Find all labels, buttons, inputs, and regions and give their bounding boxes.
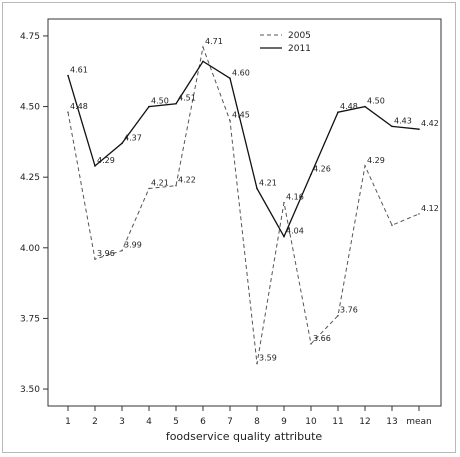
y-axis: 3.50 3.75 4.00 4.25 4.50 4.75 (20, 32, 48, 395)
data-point-2005 (229, 119, 231, 122)
data-label-2011: 4.50 (367, 97, 385, 106)
y-tick-label: 4.25 (20, 173, 40, 183)
data-point-2011 (94, 165, 96, 167)
y-tick-label: 4.75 (20, 32, 40, 42)
data-point-2011 (67, 74, 69, 77)
x-tick-label: 11 (332, 417, 343, 427)
data-point-2011 (364, 105, 366, 108)
data-point-2011 (391, 125, 393, 128)
data-point-2005 (121, 249, 123, 252)
data-point-2005 (94, 258, 96, 260)
data-label-2005: 4.22 (178, 176, 196, 185)
x-tick-label: 3 (119, 417, 125, 427)
data-label-2005: 4.45 (232, 111, 250, 120)
data-label-2005: 4.29 (367, 156, 385, 165)
data-point-2005 (283, 201, 285, 204)
x-tick-label: 10 (305, 417, 317, 427)
data-label-2011: 4.61 (70, 65, 88, 74)
data-label-2005: 4.12 (421, 204, 439, 213)
data-label-2005: 3.66 (313, 334, 331, 343)
data-label-2005: 3.99 (124, 241, 142, 250)
data-label-2005: 4.48 (70, 102, 88, 111)
data-point-2005 (256, 362, 258, 365)
x-tick-label: 13 (386, 417, 397, 427)
series-line-2011 (67, 60, 420, 238)
x-tick-label: 8 (254, 417, 260, 427)
y-tick-label: 3.75 (20, 314, 40, 324)
x-tick-label: 5 (173, 417, 179, 427)
data-point-2005 (67, 111, 69, 114)
data-label-2011: 4.43 (394, 116, 412, 125)
data-point-2011 (229, 77, 231, 80)
legend-label-2005: 2005 (288, 31, 311, 41)
data-point-2005 (364, 165, 366, 167)
data-label-2011: 4.26 (313, 164, 331, 173)
x-tick-label: 1 (65, 417, 71, 427)
legend-label-2011: 2011 (288, 44, 311, 54)
series-line-2005 (67, 45, 420, 364)
y-tick-label: 3.50 (20, 385, 40, 395)
x-axis: 1 2 3 4 5 6 7 8 9 10 11 12 13 mean (65, 406, 432, 427)
data-label-2005: 3.59 (259, 354, 277, 363)
data-point-2011 (202, 60, 204, 63)
data-label-2005: 4.21 (151, 178, 169, 187)
data-label-2011: 4.37 (124, 133, 142, 142)
data-point-2005 (310, 343, 312, 345)
y-tick-label: 4.50 (20, 103, 40, 113)
x-tick-label: 6 (200, 417, 206, 427)
data-point-2011 (121, 142, 123, 145)
data-point-2011 (175, 102, 177, 105)
data-label-2005: 4.16 (286, 193, 304, 202)
x-tick-label: 4 (146, 417, 152, 427)
legend: 2005 2011 (260, 31, 311, 54)
x-tick-label: mean (406, 417, 432, 427)
data-label-2011: 4.60 (232, 68, 250, 77)
data-point-2011 (337, 111, 339, 114)
data-label-2011: 4.51 (178, 94, 196, 103)
y-tick-label: 4.00 (20, 244, 40, 254)
data-label-2011: 4.29 (97, 156, 115, 165)
plot-area (47, 18, 442, 407)
data-label-2011: 4.21 (259, 178, 277, 187)
data-label-2011: 4.48 (340, 102, 358, 111)
data-point-2005 (337, 314, 339, 317)
data-point-2005 (175, 184, 177, 187)
series-layer (67, 45, 420, 365)
data-point-2011 (418, 128, 420, 130)
x-tick-label: 12 (359, 417, 370, 427)
data-point-2011 (283, 235, 285, 238)
data-label-2011: 4.42 (421, 119, 439, 128)
data-point-2005 (202, 46, 204, 49)
data-point-2011 (310, 173, 312, 176)
x-tick-label: 9 (281, 417, 287, 427)
data-label-2005: 4.71 (205, 37, 223, 46)
data-point-2005 (418, 213, 420, 215)
data-label-2005: 3.96 (97, 249, 115, 258)
data-point-2011 (256, 187, 258, 190)
data-point-2005 (391, 224, 393, 227)
data-label-2005: 3.76 (340, 306, 358, 315)
x-tick-label: 2 (92, 417, 98, 427)
x-axis-title: foodservice quality attribute (166, 430, 323, 443)
data-point-2005 (148, 187, 150, 190)
data-label-2011: 4.50 (151, 97, 169, 106)
data-labels: 4.48 3.96 3.99 4.21 4.22 4.71 4.45 3.59 4.16 3.66… (70, 37, 439, 362)
x-tick-label: 7 (227, 417, 233, 427)
data-point-2011 (148, 105, 150, 108)
data-label-2011: 4.04 (286, 227, 304, 236)
